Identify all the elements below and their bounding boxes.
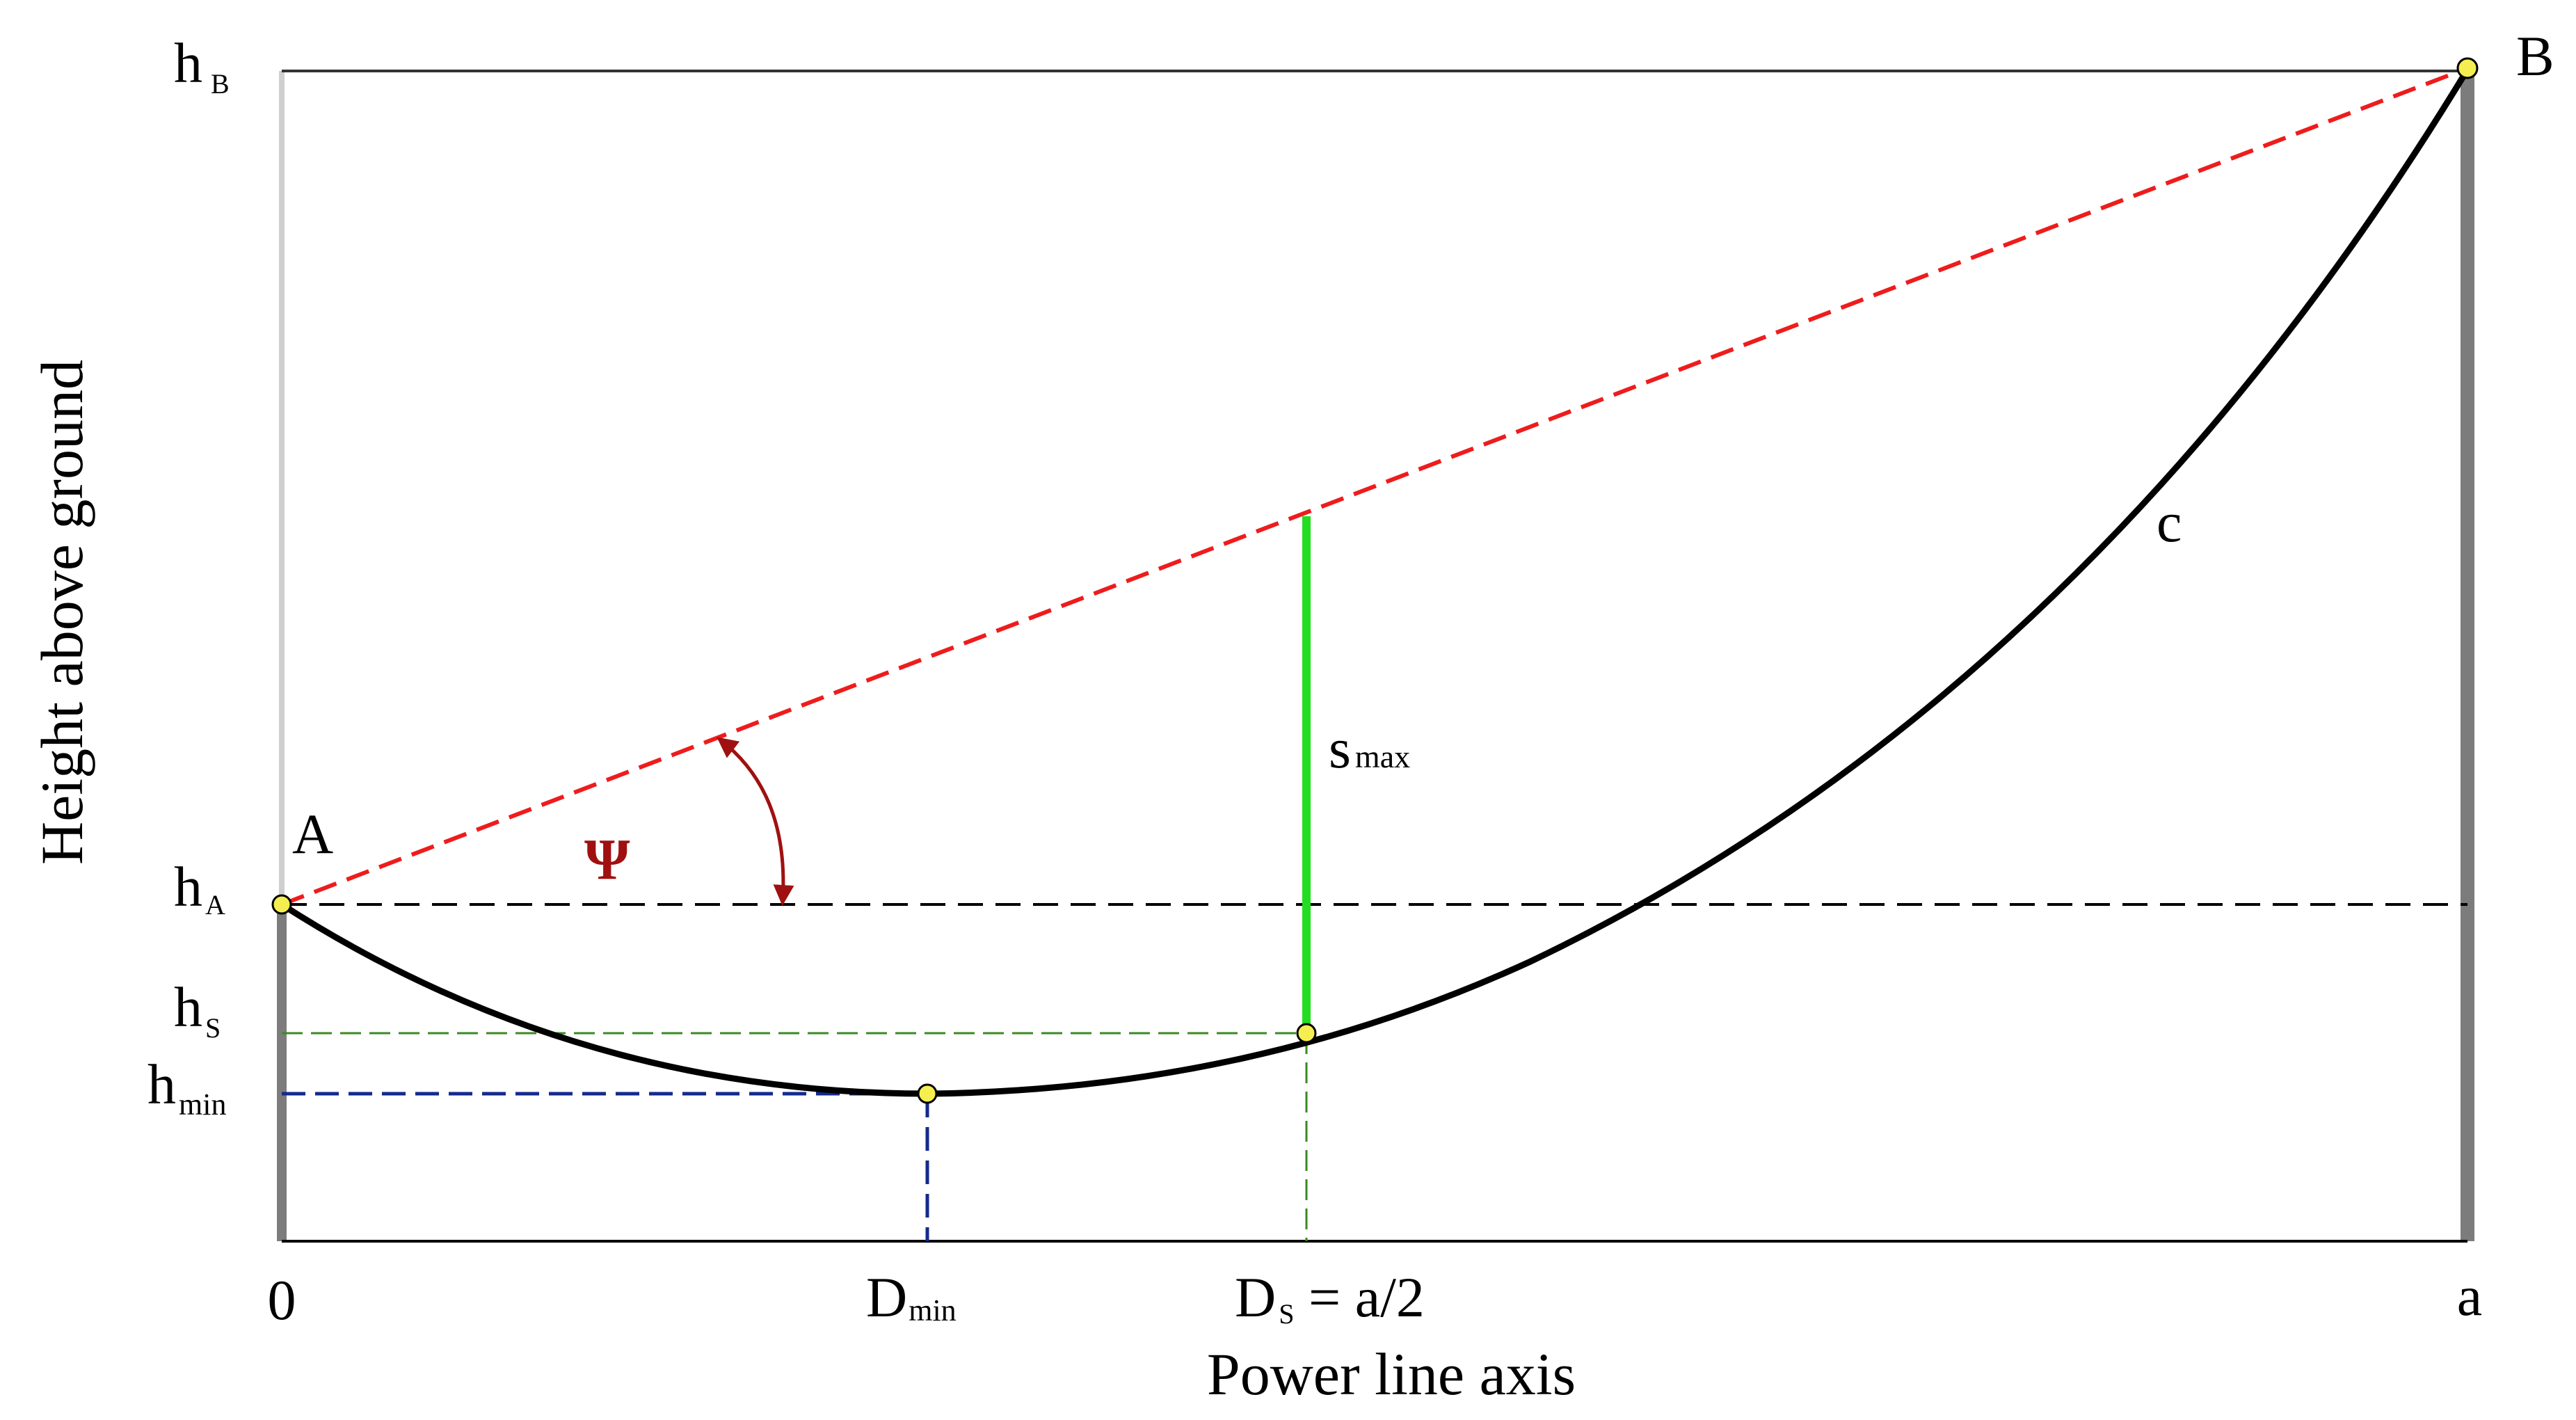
d-s-suffix: = a/2 [1294, 1266, 1424, 1329]
hs-main: h [174, 975, 202, 1039]
s-max-label: s max [1329, 717, 1410, 780]
d-min-main: D [866, 1266, 907, 1329]
s-max-sub: max [1355, 739, 1410, 774]
s-max-main: s [1329, 717, 1351, 780]
angle-label: Ψ [584, 827, 630, 892]
hmin-sub: min [179, 1087, 226, 1122]
hmin-label: hmin [147, 1053, 226, 1122]
point-b-label: B [2516, 24, 2554, 88]
hb-main: h [174, 31, 202, 95]
point-min-marker [917, 1083, 938, 1104]
point-b-marker [2456, 57, 2479, 79]
d-min-label: Dmin [866, 1266, 957, 1329]
x-end-label: a [2457, 1264, 2482, 1327]
conductor-curve [280, 67, 2470, 1097]
hb-sub: B [211, 68, 230, 99]
point-s-marker [1296, 1023, 1317, 1044]
x-axis-title: Power line axis [1207, 1341, 1576, 1407]
chord-ab [280, 66, 2469, 907]
d-s-sub: S [1279, 1298, 1294, 1330]
d-min-sub: min [909, 1293, 956, 1327]
curved-double-arrow-icon [717, 737, 794, 906]
curve-label: c [2157, 490, 2182, 554]
x-origin-label: 0 [268, 1268, 296, 1332]
d-s-main: D [1235, 1266, 1276, 1329]
hs-sub: S [205, 1012, 221, 1044]
hmin-main: h [147, 1053, 176, 1116]
point-a-label: A [292, 802, 333, 865]
y-axis-title: Height above ground [29, 360, 95, 865]
point-a-marker [271, 894, 292, 915]
ha-main: h [174, 855, 202, 918]
ha-sub: A [205, 889, 225, 920]
